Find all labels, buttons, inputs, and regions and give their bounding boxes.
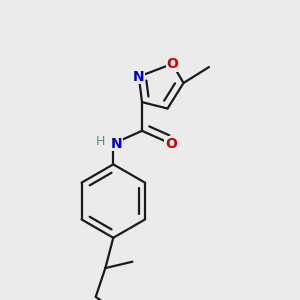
Text: O: O bbox=[167, 57, 178, 71]
Text: N: N bbox=[133, 70, 145, 84]
Text: H: H bbox=[96, 135, 105, 148]
Text: N: N bbox=[111, 136, 122, 151]
Text: O: O bbox=[165, 136, 177, 151]
